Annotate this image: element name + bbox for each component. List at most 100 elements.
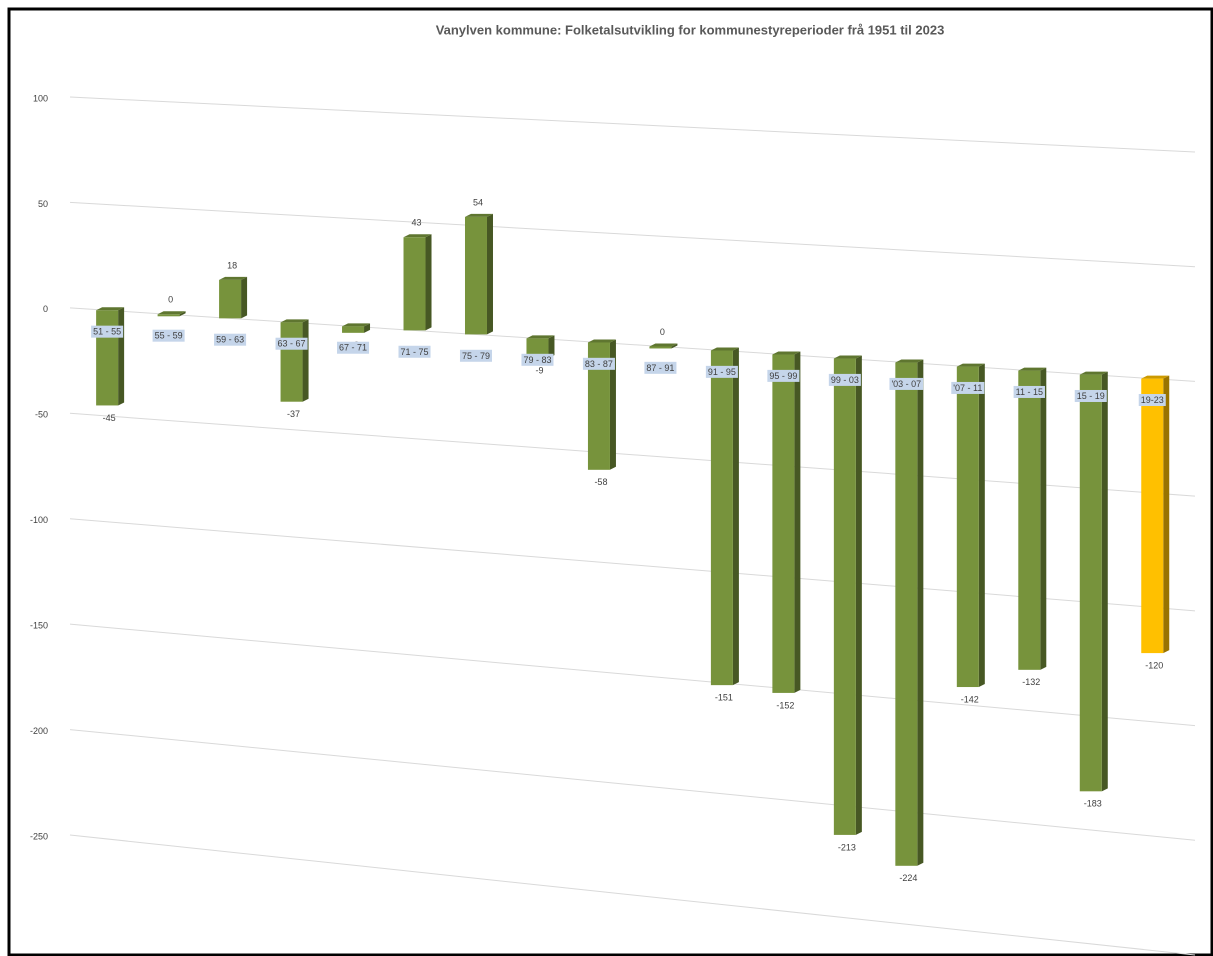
bar [157, 314, 180, 317]
bar-side [794, 351, 801, 693]
x-tick-label: 87 - 91 [646, 363, 674, 373]
x-tick-label: 83 - 87 [585, 359, 613, 369]
y-tick-label: -100 [30, 515, 48, 525]
bar-side [241, 276, 248, 319]
bar-top [403, 234, 432, 238]
grid-line [69, 834, 1196, 956]
grid-line [69, 96, 1196, 153]
value-label: -45 [103, 413, 116, 423]
x-tick-label-bg [705, 365, 738, 378]
bar [526, 338, 549, 359]
grid-line [69, 518, 1196, 612]
bar-side [855, 355, 862, 835]
x-tick-label: 51 - 55 [93, 327, 121, 337]
bar [219, 279, 242, 319]
x-tick-label-bg [1074, 389, 1107, 402]
y-tick-label: 100 [33, 93, 48, 103]
y-tick-label: -50 [35, 410, 48, 420]
bar-side [978, 363, 985, 688]
bar [649, 346, 672, 349]
y-tick-label: -200 [30, 726, 48, 736]
x-tick-label-bg [91, 325, 124, 338]
bar-top [1018, 367, 1047, 371]
bar [1018, 370, 1041, 670]
bar-top [219, 276, 248, 280]
value-label: -224 [899, 873, 917, 883]
bar [342, 326, 365, 333]
bar-top [833, 355, 862, 359]
bar [587, 342, 610, 470]
bar-side [425, 234, 432, 331]
grid-line [69, 412, 1196, 497]
x-tick-label-bg [152, 329, 185, 342]
bar-top [526, 335, 555, 339]
x-tick-label: 91 - 95 [708, 367, 736, 377]
bar-top [1141, 375, 1170, 379]
bar-side [1101, 371, 1108, 792]
x-tick-label-bg [275, 337, 308, 350]
value-label: -120 [1145, 660, 1163, 670]
x-tick-label: 11 - 15 [1016, 387, 1043, 397]
bar-side [1040, 367, 1047, 670]
y-tick-label: -250 [30, 831, 48, 841]
bar-side [1163, 375, 1170, 654]
x-tick-label: 71 - 75 [400, 347, 428, 357]
value-label: 43 [412, 218, 422, 228]
grid-line [69, 307, 1196, 382]
bar-side [609, 339, 616, 470]
x-tick-label: 75 - 79 [462, 351, 490, 361]
x-tick-label-bg [398, 345, 431, 358]
value-label: -142 [961, 694, 979, 704]
bar-top [710, 347, 739, 351]
bar-side [364, 323, 371, 333]
value-label: -9 [535, 365, 543, 375]
x-tick-label-bg [582, 357, 615, 370]
bar [772, 354, 795, 693]
bar [96, 310, 119, 406]
x-tick-label-bg [521, 353, 554, 366]
x-tick-label-bg [337, 341, 370, 354]
x-tick-label: 55 - 59 [155, 331, 183, 341]
value-label: 0 [660, 327, 665, 337]
bar-side [548, 335, 555, 359]
x-tick-label-bg [214, 333, 247, 346]
x-tick-label-bg [644, 361, 677, 374]
y-tick-label: 50 [38, 199, 48, 209]
bar-side [486, 213, 493, 335]
value-label: -37 [287, 409, 300, 419]
y-tick-label: 0 [43, 304, 48, 314]
x-tick-label-bg [1013, 385, 1045, 398]
x-tick-label: '03 - 07 [891, 379, 921, 389]
x-tick-label-bg [889, 377, 924, 390]
bar-top [464, 213, 493, 217]
x-tick-label-bg [459, 349, 493, 362]
chart-title: Vanylven kommune: Folketalsutvikling for… [436, 22, 945, 37]
bar [956, 366, 979, 688]
bar [280, 322, 303, 402]
grid-line [69, 729, 1196, 841]
bar-side [917, 359, 924, 866]
chart-frame [7, 7, 1213, 956]
x-tick-label-bg [828, 373, 861, 386]
x-tick-label: 67 - 71 [339, 343, 367, 353]
bar-top [587, 339, 616, 343]
value-label: 18 [227, 260, 237, 270]
bar-top [772, 351, 801, 355]
bar-side [179, 311, 186, 317]
x-tick-label: 59 - 63 [216, 335, 244, 345]
value-label: -58 [594, 477, 607, 487]
y-tick-label: -150 [30, 621, 48, 631]
x-tick-label: 95 - 99 [769, 371, 797, 381]
bar-side [732, 347, 739, 686]
grid-line [69, 201, 1196, 268]
bar [403, 237, 426, 331]
x-tick-label-bg [951, 381, 985, 394]
value-label: 0 [168, 295, 173, 305]
bar [1141, 378, 1164, 654]
bar-top [895, 359, 924, 363]
bar-top [956, 363, 985, 367]
bar [895, 362, 918, 866]
bar [464, 216, 487, 335]
value-label: -132 [1022, 677, 1040, 687]
